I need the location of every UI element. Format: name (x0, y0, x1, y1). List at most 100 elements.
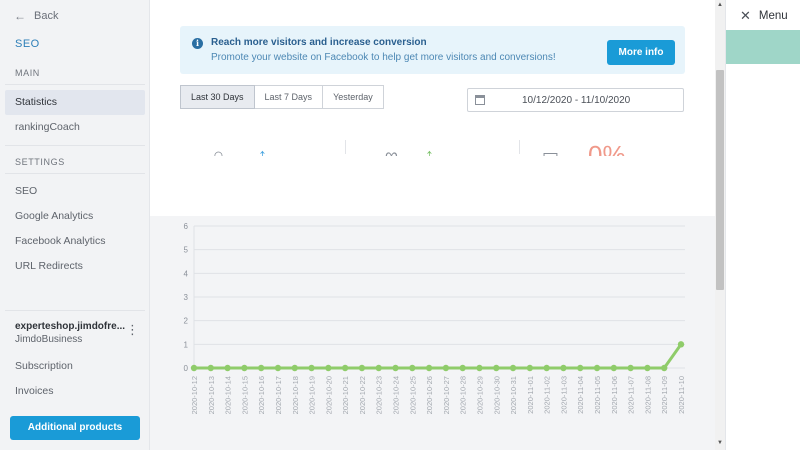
sidebar-item-google-analytics[interactable]: Google Analytics (15, 210, 94, 222)
data-point (610, 364, 618, 372)
info-icon: i (192, 38, 203, 49)
x-tick-label: 2020-10-25 (408, 376, 417, 414)
data-point (661, 364, 668, 372)
data-point (308, 364, 315, 372)
menu-label: Menu (758, 10, 788, 22)
y-tick-label: 1 (184, 340, 189, 349)
x-tick-label: 2020-10-31 (509, 376, 518, 414)
data-point (274, 364, 282, 372)
menu-highlight-bar (726, 30, 800, 64)
y-tick-label: 0 (184, 364, 189, 373)
y-tick-label: 3 (184, 293, 189, 302)
tab-last-30-days[interactable]: Last 30 Days (180, 85, 255, 109)
data-point (577, 364, 584, 372)
more-info-button[interactable]: More info (607, 40, 675, 65)
section-title: SEO (15, 38, 40, 50)
data-point (409, 364, 416, 372)
scroll-down-icon[interactable]: ▼ (717, 440, 723, 446)
promo-banner: i Reach more visitors and increase conve… (180, 26, 685, 74)
tab-yesterday[interactable]: Yesterday (323, 85, 384, 109)
x-tick-label: 2020-11-03 (559, 376, 568, 414)
divider (5, 145, 145, 146)
sidebar-item-url-redirects[interactable]: URL Redirects (15, 260, 83, 272)
scrollbar[interactable]: ▲ ▼ (715, 0, 725, 450)
series-line (194, 343, 683, 370)
views-icon: ∞ (385, 145, 398, 156)
x-tick-label: 2020-10-24 (392, 376, 401, 414)
calendar-icon (475, 95, 485, 105)
menu-panel: ✕ Menu (725, 0, 800, 450)
back-link[interactable]: ← Back (14, 9, 58, 23)
data-point (644, 364, 651, 372)
tab-last-7-days[interactable]: Last 7 Days (254, 85, 324, 109)
x-tick-label: 2020-10-14 (224, 376, 233, 414)
sidebar-item-rankingcoach[interactable]: rankingCoach (15, 121, 80, 133)
x-tick-label: 2020-11-10 (677, 376, 686, 414)
x-tick-label: 2020-10-21 (341, 376, 350, 414)
data-point (543, 364, 550, 372)
x-tick-label: 2020-11-06 (610, 376, 619, 414)
menu-header[interactable]: ✕ Menu (740, 8, 788, 24)
account-name: experteshop.jimdofre... (15, 321, 126, 332)
x-tick-label: 2020-10-23 (375, 376, 384, 414)
stats-summary-strip: ○ ↑ ∞ ↑ ▭ 0% (180, 140, 685, 156)
date-range-tabs: Last 30 Days Last 7 Days Yesterday (180, 85, 384, 109)
date-range-value: 10/12/2020 - 11/10/2020 (522, 95, 631, 106)
y-tick-label: 6 (184, 222, 189, 231)
divider (5, 310, 145, 311)
x-tick-label: 2020-10-13 (207, 376, 216, 414)
data-point (627, 364, 634, 372)
y-tick-label: 5 (184, 246, 189, 255)
x-tick-label: 2020-11-09 (660, 376, 669, 414)
close-icon[interactable]: ✕ (740, 8, 751, 23)
sidebar-item-seo[interactable]: SEO (15, 185, 38, 197)
sidebar-item-invoices[interactable]: Invoices (15, 385, 54, 397)
x-tick-label: 2020-10-26 (425, 376, 434, 414)
more-options-icon[interactable]: ⋮ (126, 322, 139, 337)
visitors-chart: 0 1 2 3 4 5 6 2020-10-12 2020-10-13 2020-10-14 202… (150, 216, 715, 450)
x-tick-label: 2020-10-18 (291, 376, 300, 414)
main-heading: MAIN (15, 68, 40, 78)
x-tick-label: 2020-10-12 (190, 376, 199, 414)
data-point (257, 364, 265, 372)
additional-products-button[interactable]: Additional products (10, 416, 140, 440)
x-tick-label: 2020-10-15 (240, 376, 249, 414)
sidebar-item-statistics[interactable]: Statistics (5, 90, 145, 115)
banner-title: Reach more visitors and increase convers… (211, 37, 427, 48)
data-point (375, 364, 382, 372)
x-tick-label: 2020-11-01 (526, 376, 535, 414)
data-point (241, 364, 248, 372)
divider (345, 140, 346, 154)
sidebar-item-subscription[interactable]: Subscription (15, 360, 73, 372)
x-tick-label: 2020-11-07 (627, 376, 636, 414)
scroll-up-icon[interactable]: ▲ (717, 2, 723, 8)
x-tick-label: 2020-11-08 (643, 376, 652, 414)
visitors-icon: ○ (213, 145, 224, 156)
x-tick-label: 2020-10-20 (324, 376, 333, 414)
data-point (526, 364, 534, 372)
scrollbar-thumb[interactable] (716, 70, 724, 290)
x-tick-label: 2020-10-27 (442, 376, 451, 414)
x-tick-label: 2020-10-19 (308, 376, 317, 414)
sidebar-item-facebook-analytics[interactable]: Facebook Analytics (15, 235, 106, 247)
x-tick-label: 2020-10-22 (358, 376, 367, 414)
divider (519, 140, 520, 154)
account-plan: JimdoBusiness (15, 334, 83, 345)
data-point (509, 364, 517, 372)
data-point (476, 364, 483, 372)
divider (5, 84, 145, 85)
divider (5, 173, 145, 174)
data-point (425, 364, 433, 372)
date-range-field[interactable]: 10/12/2020 - 11/10/2020 (467, 88, 684, 112)
sidebar: ← Back SEO MAIN Statistics rankingCoach … (0, 0, 150, 450)
data-point (325, 364, 332, 372)
data-point (560, 364, 567, 372)
conversion-icon: ▭ (542, 145, 560, 156)
trend-up-icon: ↑ (258, 145, 267, 156)
x-tick-label: 2020-10-17 (274, 376, 283, 414)
data-point (459, 364, 466, 372)
data-point (190, 364, 198, 372)
x-tick-label: 2020-11-02 (543, 376, 552, 414)
data-point (291, 364, 298, 372)
data-point (341, 364, 349, 372)
